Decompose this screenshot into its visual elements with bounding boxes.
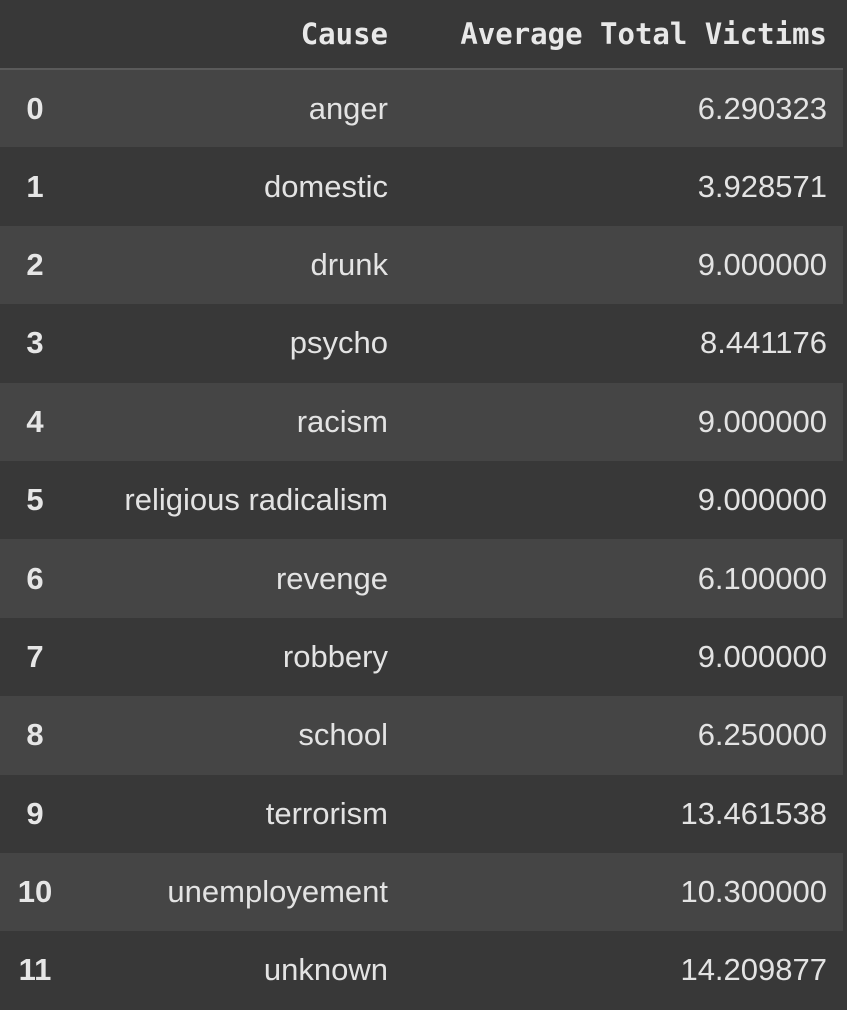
cause-cell: religious radicalism bbox=[124, 482, 388, 518]
row-index: 6 bbox=[26, 560, 44, 596]
table-row: 11 unknown 14.209877 bbox=[0, 931, 843, 1010]
cause-cell: drunk bbox=[310, 246, 388, 282]
table-row: 2 drunk 9.000000 bbox=[0, 225, 843, 305]
table-row: 9 terrorism 13.461538 bbox=[0, 774, 843, 853]
cause-cell: school bbox=[298, 717, 388, 753]
cause-cell: psycho bbox=[289, 325, 388, 361]
average-total-victims-cell: 9.000000 bbox=[697, 638, 827, 674]
average-total-victims-cell: 6.100000 bbox=[697, 560, 827, 596]
cause-cell: revenge bbox=[275, 560, 388, 596]
cause-cell: unknown bbox=[263, 952, 388, 988]
header-row: Cause Average Total Victims bbox=[0, 0, 843, 70]
average-total-victims-cell: 3.928571 bbox=[697, 168, 827, 204]
table-row: 8 school 6.250000 bbox=[0, 696, 843, 775]
table-header: Cause Average Total Victims bbox=[0, 0, 843, 70]
table-row: 7 robbery 9.000000 bbox=[0, 617, 843, 697]
cause-cell: racism bbox=[296, 403, 388, 439]
table-row: 6 revenge 6.100000 bbox=[0, 539, 843, 618]
average-total-victims-cell: 8.441176 bbox=[700, 325, 827, 361]
row-index: 11 bbox=[18, 952, 52, 988]
row-index: 8 bbox=[26, 717, 44, 753]
average-total-victims-cell: 13.461538 bbox=[680, 795, 827, 831]
average-total-victims-cell: 9.000000 bbox=[697, 246, 827, 282]
row-index: 3 bbox=[26, 325, 44, 361]
cause-cell: unemployement bbox=[167, 874, 388, 910]
row-index: 9 bbox=[26, 795, 44, 831]
cause-cell: robbery bbox=[282, 638, 388, 674]
row-index: 7 bbox=[26, 638, 44, 674]
table-row: 4 racism 9.000000 bbox=[0, 382, 843, 461]
table-row: 0 anger 6.290323 bbox=[0, 69, 843, 148]
row-index: 2 bbox=[26, 246, 44, 282]
table-row: 1 domestic 3.928571 bbox=[0, 147, 843, 226]
average-total-victims-cell: 10.300000 bbox=[680, 874, 827, 910]
cause-cell: domestic bbox=[263, 168, 388, 204]
cause-column-header: Cause bbox=[70, 0, 388, 70]
average-total-victims-cell: 6.250000 bbox=[697, 717, 827, 753]
cause-cell: terrorism bbox=[265, 795, 388, 831]
average-total-victims-column-header: Average Total Victims bbox=[388, 0, 843, 70]
row-index: 4 bbox=[26, 403, 44, 439]
average-total-victims-cell: 9.000000 bbox=[697, 403, 827, 439]
table-row: 10 unemployement 10.300000 bbox=[0, 852, 843, 932]
average-total-victims-cell: 6.290323 bbox=[697, 90, 827, 126]
table-row: 5 religious radicalism 9.000000 bbox=[0, 460, 843, 540]
index-column-header bbox=[0, 0, 70, 70]
row-index: 0 bbox=[26, 90, 44, 126]
table-row: 3 psycho 8.441176 bbox=[0, 304, 843, 383]
row-index: 5 bbox=[26, 482, 44, 518]
average-total-victims-cell: 9.000000 bbox=[697, 482, 827, 518]
table-body: 0 anger 6.290323 1 domestic 3.928571 2 d… bbox=[0, 69, 843, 1010]
row-index: 1 bbox=[26, 168, 44, 204]
average-total-victims-cell: 14.209877 bbox=[680, 952, 827, 988]
row-index: 10 bbox=[17, 874, 53, 910]
cause-cell: anger bbox=[308, 90, 388, 126]
